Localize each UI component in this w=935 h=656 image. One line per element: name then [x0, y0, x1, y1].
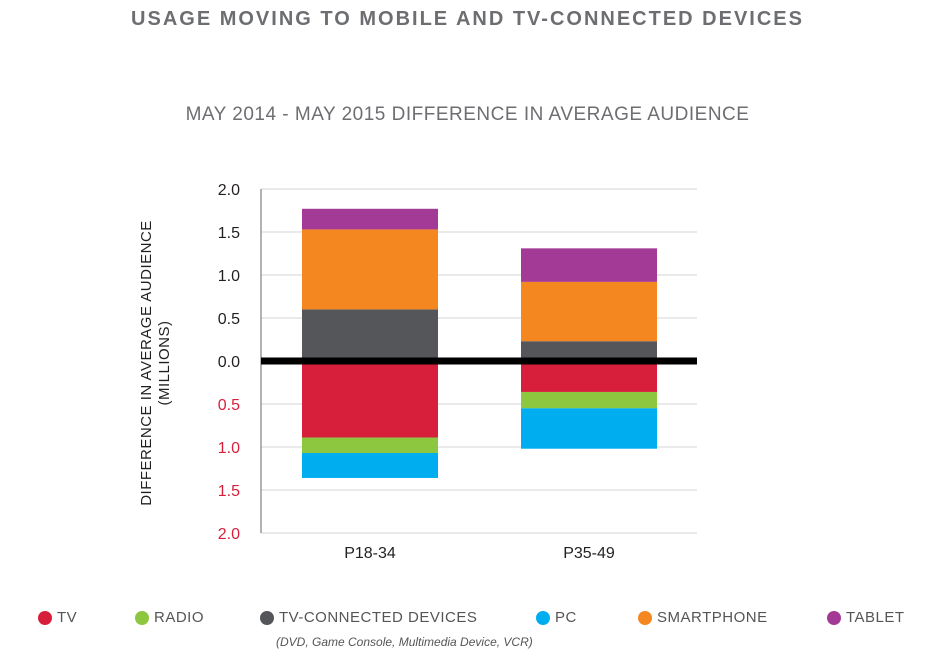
y-axis-label: DIFFERENCE IN AVERAGE AUDIENCE: [138, 220, 155, 506]
y-tick-label: 1.0: [218, 268, 240, 285]
legend-item: RADIO: [135, 609, 204, 626]
legend-dot-icon: [827, 610, 841, 625]
x-tick-label: P35-49: [563, 545, 615, 562]
bar-segment-radio: [521, 391, 657, 409]
legend-item: SMARTPHONE: [638, 609, 768, 626]
legend-dot-icon: [536, 610, 550, 625]
bar-segment-tv-connected-devices: [521, 341, 657, 361]
bar-segment-pc: [521, 408, 657, 449]
y-tick-label: 0.5: [218, 397, 240, 414]
bar-segment-tv: [302, 361, 438, 438]
y-tick-label: 0.5: [218, 311, 240, 328]
legend-item: PC: [536, 609, 577, 626]
legend-dot-icon: [260, 610, 274, 625]
bar-segment-tv: [521, 361, 657, 392]
bar-segment-radio: [302, 437, 438, 454]
legend: TV RADIO TV-CONNECTED DEVICES PC SMARTPHONE T…: [0, 609, 935, 631]
y-axis-unit: (MILLIONS): [156, 320, 173, 405]
page-title: USAGE MOVING TO MOBILE AND TV-CONNECTED …: [131, 8, 804, 30]
bar-segment-tv-connected-devices: [302, 309, 438, 361]
stacked-bar-chart: 2.0 1.5 1.0 0.5 0.0 0.5 1.0 1.5 2.0 P18-34 P35-49…: [138, 182, 697, 562]
bar-segment-pc: [302, 453, 438, 478]
legend-label: TV: [57, 609, 78, 626]
legend-item: TV-CONNECTED DEVICES: [260, 609, 477, 626]
y-tick-label: 1.5: [218, 483, 240, 500]
legend-item: TV: [38, 609, 77, 626]
legend-label: RADIO: [154, 609, 205, 626]
bar-segment-tablet: [521, 248, 657, 282]
bar-segment-tablet: [302, 208, 438, 230]
bar-segment-smartphone: [302, 229, 438, 310]
legend-dot-icon: [38, 610, 52, 625]
x-tick-label: P18-34: [344, 545, 396, 562]
legend-note: (DVD, Game Console, Multimedia Device, V…: [276, 635, 533, 649]
legend-label: SMARTPHONE: [657, 609, 768, 626]
y-tick-label: 2.0: [218, 182, 240, 199]
legend-dot-icon: [135, 610, 149, 625]
legend-label: TABLET: [846, 609, 905, 626]
legend-label: PC: [555, 609, 577, 626]
bar-segment-smartphone: [521, 281, 657, 342]
y-tick-label: 0.0: [218, 354, 240, 371]
y-tick-label: 1.0: [218, 440, 240, 457]
chart-title: MAY 2014 - MAY 2015 DIFFERENCE IN AVERAG…: [185, 104, 750, 125]
y-tick-label: 2.0: [218, 526, 240, 543]
legend-label: TV-CONNECTED DEVICES: [279, 609, 478, 626]
y-tick-label: 1.5: [218, 225, 240, 242]
legend-dot-icon: [638, 610, 652, 625]
legend-item: TABLET: [827, 609, 905, 626]
